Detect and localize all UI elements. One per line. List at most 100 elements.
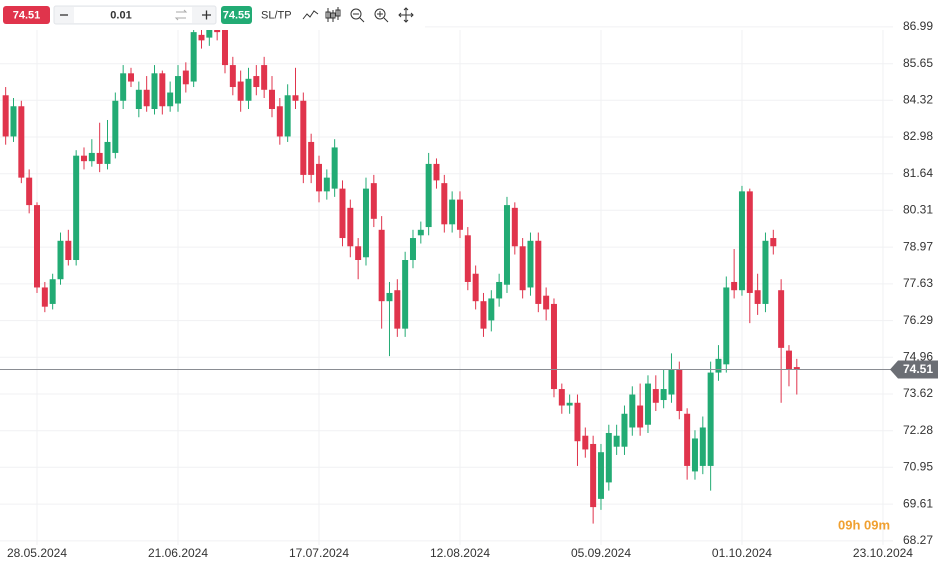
y-tick-label: 86.99 (903, 19, 933, 33)
candle-body (26, 177, 33, 206)
candle-body (49, 279, 56, 304)
y-tick-label: 81.64 (903, 166, 933, 180)
candle-body (402, 260, 409, 329)
candle-body (644, 383, 651, 425)
y-tick-label: 84.32 (903, 92, 933, 106)
last-price-label: 74.51 (903, 362, 933, 376)
candle-body (362, 188, 369, 258)
plus-button[interactable] (202, 10, 211, 20)
candle-body (496, 281, 503, 299)
candle-body (425, 163, 432, 228)
candle-body (723, 287, 730, 365)
candles (2, 12, 800, 524)
candle-body (566, 402, 573, 406)
candle-body (339, 188, 346, 239)
y-tick-label: 78.97 (903, 239, 933, 253)
candle-body (621, 413, 628, 447)
candle-body (770, 238, 777, 247)
countdown: 09h 09m (838, 517, 890, 532)
candle-body (190, 32, 197, 82)
candle-body (785, 350, 792, 370)
sltp-button[interactable]: SL/TP (261, 9, 292, 21)
candle-body (237, 81, 244, 101)
candle-body (88, 152, 95, 162)
candle-body (699, 427, 706, 466)
line-chart-icon[interactable] (302, 10, 319, 20)
candle-body (731, 281, 738, 291)
x-tick-label: 12.08.2024 (430, 546, 490, 560)
candle-body (315, 163, 322, 192)
candle-body (182, 70, 189, 85)
candle-body (308, 141, 315, 175)
candle-body (558, 389, 565, 406)
y-tick-label: 69.61 (903, 496, 933, 510)
candle-body (746, 191, 753, 293)
candle-body (590, 443, 597, 508)
candle-body (370, 183, 377, 219)
candle-body (268, 89, 275, 109)
candle-body (167, 92, 174, 107)
candle-body (41, 287, 48, 307)
candle-body (331, 147, 338, 189)
candle-body (762, 240, 769, 304)
candle-body (433, 163, 440, 181)
grid (0, 26, 893, 545)
buy-price[interactable]: 74.55 (223, 9, 251, 21)
candle-body (754, 290, 761, 304)
candle-body (159, 73, 166, 107)
candle-body (691, 438, 698, 472)
candle-body (503, 205, 510, 285)
candle-body (300, 100, 307, 175)
candle-body (276, 106, 283, 137)
candle-body (394, 290, 401, 329)
candle-body (605, 432, 612, 483)
sell-button[interactable] (3, 6, 50, 24)
candle-body (441, 183, 448, 225)
candle-body (229, 65, 236, 88)
x-tick-label: 05.09.2024 (571, 546, 631, 560)
x-tick-label: 23.10.2024 (853, 546, 913, 560)
candle-body (347, 207, 354, 247)
candle-body (543, 295, 550, 310)
candle-body (480, 301, 487, 329)
swap-icon[interactable] (174, 9, 188, 21)
y-tick-label: 82.98 (903, 129, 933, 143)
candle-body (464, 235, 471, 282)
candle-icon[interactable] (325, 7, 341, 22)
lot-value[interactable]: 0.01 (110, 9, 131, 21)
candle-body (613, 435, 620, 447)
candle-body (80, 155, 87, 162)
candle-body (10, 106, 17, 137)
candle-body (715, 358, 722, 373)
pan-icon[interactable] (398, 7, 414, 23)
candle-body (127, 73, 134, 82)
candle-body (456, 199, 463, 230)
candle-body (284, 95, 291, 137)
candle-body (629, 394, 636, 428)
y-tick-label: 80.31 (903, 202, 933, 216)
candle-body (386, 292, 393, 302)
candle-body (652, 389, 659, 403)
lot-input[interactable] (74, 7, 192, 23)
candle-body (221, 29, 228, 66)
buy-button[interactable] (221, 6, 252, 24)
candle-body (550, 303, 557, 390)
zoom-out-lines (353, 13, 365, 23)
y-tick-label: 70.95 (903, 459, 933, 473)
zoom-out-icon[interactable] (350, 8, 362, 20)
candle-body (355, 246, 362, 261)
candle-body (57, 240, 64, 280)
candle-body (18, 106, 25, 178)
candle-body (174, 76, 181, 104)
sell-price[interactable]: 74.51 (13, 9, 41, 21)
candle-body (738, 191, 745, 291)
candle-body (637, 405, 644, 428)
candle-body (660, 389, 667, 401)
candle-body (104, 141, 111, 164)
y-tick-label: 85.65 (903, 56, 933, 70)
candle-body (96, 152, 103, 164)
candle-body (112, 100, 119, 153)
last-price-tag (890, 360, 938, 379)
candle-body (261, 65, 268, 90)
zoom-in-icon[interactable] (374, 8, 386, 20)
